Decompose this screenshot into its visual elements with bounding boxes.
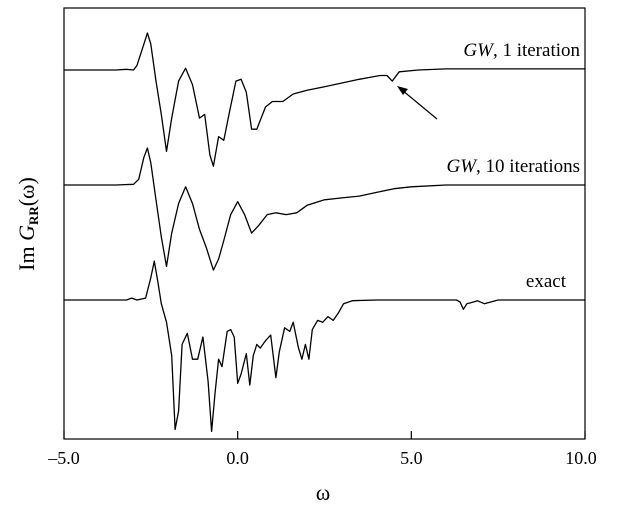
series-label-gw-1-iteration: GW, 1 iteration <box>463 40 580 61</box>
series-exact <box>63 260 586 433</box>
series-label-italic: GW <box>446 156 478 177</box>
series-label-gw-10-iterations: GW, 10 iterations <box>446 156 580 177</box>
series-gw-10-iterations <box>63 147 586 271</box>
x-tick-label: –5.0 <box>47 448 80 468</box>
series-label-exact: exact <box>526 271 567 292</box>
x-axis-label: ω <box>316 480 330 505</box>
series-gw-1-iteration <box>63 32 586 167</box>
series-line <box>63 147 586 271</box>
x-axis-ticks: –5.0 0.0 5.0 10.0 <box>47 431 597 468</box>
x-tick-label: 5.0 <box>400 448 423 468</box>
y-axis-label-prefix: Im <box>14 241 39 271</box>
series-label-rest: , 10 iterations <box>476 156 580 177</box>
annotation-arrow <box>397 86 438 120</box>
x-tick-label: 10.0 <box>565 448 597 468</box>
y-axis-label-g: G <box>14 225 39 241</box>
arrow-head <box>397 86 408 95</box>
series-label-rest: , 1 iteration <box>493 40 581 61</box>
series-line <box>63 32 586 167</box>
x-tick-label: 0.0 <box>226 448 249 468</box>
series-line <box>63 260 586 433</box>
y-axis-label: Im GRR(ω) <box>14 177 41 271</box>
plot-frame <box>63 7 586 440</box>
y-axis-label-suffix: (ω) <box>14 177 39 206</box>
series-label-italic: GW <box>463 40 495 61</box>
arrow-shaft <box>401 89 438 120</box>
y-axis-label-sub: RR <box>26 206 41 225</box>
